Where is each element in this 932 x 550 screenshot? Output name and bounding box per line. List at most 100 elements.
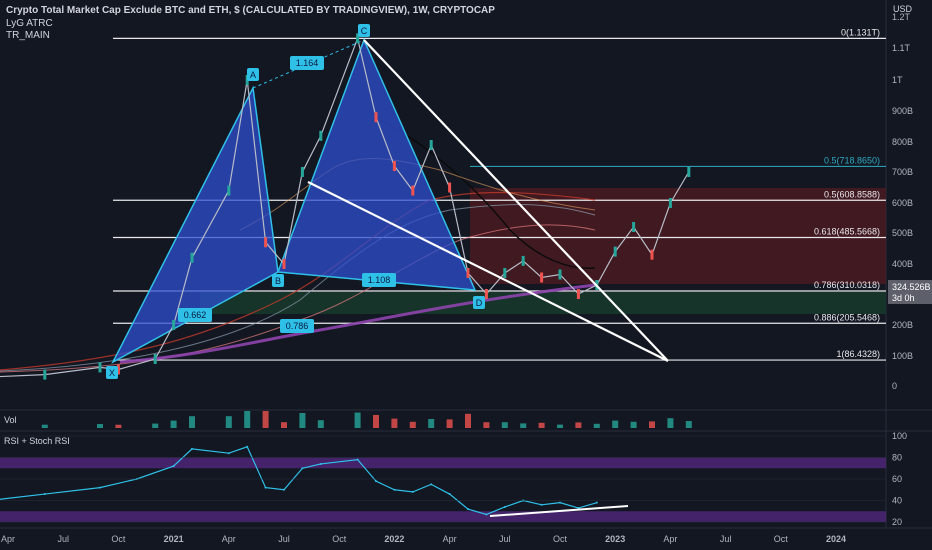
volume-bar [189,416,195,428]
point-b-marker [272,274,284,287]
volume-bar [483,422,490,428]
rsi-point [172,465,175,468]
price-tick-label: 1T [892,75,903,85]
currency-label: USD [892,4,912,14]
rsi-pane-label[interactable]: RSI + Stoch RSI [4,436,70,446]
pattern-xb-dashed[interactable] [112,271,279,363]
price-axis[interactable]: 1.2T1.1T1T900B800B700B600B500B400B300B20… [892,12,913,391]
price-candle [43,369,47,380]
ratio-xd-box [362,273,396,287]
price-candle [98,362,102,373]
price-candle [558,269,562,280]
price-candle [484,289,488,299]
rsi-point [559,501,561,504]
point-c-label: C [361,26,368,36]
price-candle [429,140,433,150]
rsi-points [43,445,598,516]
ratio-ac-label: 1.164 [296,58,319,68]
price-tick-label: 700B [892,167,913,177]
wedge-upper-line[interactable] [363,39,669,362]
volume-bar [262,411,269,428]
point-b-label: B [275,276,281,286]
volume-bar [317,420,324,428]
price-candle [300,167,304,177]
rsi-point [43,493,46,496]
rsi-pane[interactable]: 100 80 60 40 20 [0,431,907,527]
rsi-point [448,493,451,496]
rsi-point [467,508,469,511]
rsi-tick-label: 20 [892,517,902,527]
point-d-marker [473,296,485,309]
volume-bar [667,418,674,428]
rsi-point [246,445,249,448]
price-tick-label: 600B [892,198,913,208]
fib-label: 0.886(205.5468) [814,312,880,322]
current-price-box [888,280,932,304]
rsi-point [411,490,414,493]
rsi-divergence-line[interactable] [489,505,629,517]
volume-bar [465,413,471,428]
ratio-bd-label: 0.786 [286,321,309,331]
volume-bar [281,422,287,428]
time-tick-label: Oct [332,534,347,544]
volume-bar [244,411,251,428]
current-price-value: 324.526B [892,282,931,292]
price-candle [264,237,268,248]
supply-zone [470,188,886,284]
time-tick-label: Jul [720,534,732,544]
rsi-oversold-band [0,511,886,522]
rsi-point [319,462,322,465]
fib-label: 0(1.131T) [841,27,880,37]
time-tick-label: Oct [111,534,126,544]
rsi-point [577,507,580,510]
volume-bar [97,424,103,428]
price-candle [374,112,378,123]
volume-bar [409,421,416,428]
price-series-points [43,33,691,380]
volume-bar [299,413,306,428]
price-tick-label: 400B [892,259,913,269]
time-axis[interactable]: Apr Jul Oct 2021 Apr Jul Oct 2022 Apr Jul Oct 2023 A… [1,534,846,544]
time-tick-label: Apr [222,534,236,544]
volume-bar [152,423,159,428]
wedge-lines[interactable] [307,39,669,362]
price-candle [227,185,231,196]
rsi-point [283,488,285,491]
price-candle [392,161,396,171]
rsi-axis: 100 80 60 40 20 [0,431,907,527]
rsi-tick-label: 60 [892,474,902,484]
price-candle [282,259,286,269]
rsi-overbought-band [0,457,886,469]
price-candle [356,33,360,44]
point-a-label: A [250,70,256,80]
ratio-bd-box [280,319,314,333]
volume-pane-label[interactable]: Vol [4,415,17,425]
price-candle [172,320,176,330]
volume-bar [373,414,379,428]
rsi-point [301,467,304,470]
time-tick-label: Apr [1,534,15,544]
time-tick-label: 2023 [605,534,625,544]
indicator-tr-main[interactable]: TR_MAIN [6,30,50,41]
fib-label: 1(86.4328) [836,349,880,359]
price-candle [687,167,691,177]
ratio-xd-label: 1.108 [368,275,391,285]
time-tick-label: Apr [663,534,677,544]
rsi-point [485,513,488,516]
volume-bar [446,419,453,428]
price-candle [319,130,323,141]
time-tick-label: Oct [774,534,789,544]
rsi-point [375,480,377,483]
wedge-lower-line[interactable] [307,181,669,362]
pattern-point-labels: A C B D X [106,24,485,379]
fib-label: 0.618(485.5668) [814,226,880,236]
price-candle [245,75,249,85]
chart-title: Crypto Total Market Cap Exclude BTC and … [6,5,495,16]
price-candle [153,354,157,364]
indicator-lyg-atrc[interactable]: LyG ATRC [6,18,53,29]
current-price-tag: 324.526B 3d 0h [888,280,932,304]
volume-bar [354,412,361,428]
fib-label: 0.5(718.8650) [824,155,880,165]
rsi-line [0,446,597,516]
